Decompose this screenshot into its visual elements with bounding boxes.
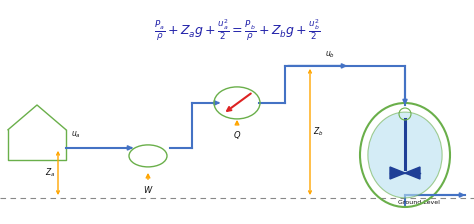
Text: $u_b$: $u_b$ — [325, 50, 335, 60]
Text: $u_a$: $u_a$ — [71, 129, 81, 140]
Polygon shape — [405, 167, 420, 179]
Text: Ground Level: Ground Level — [398, 200, 440, 205]
Text: $\frac{P_a}{\rho} + Z_a g + \frac{u_a^2}{2} = \frac{P_b}{\rho} + Z_b g + \frac{u: $\frac{P_a}{\rho} + Z_a g + \frac{u_a^2}… — [154, 18, 320, 43]
Ellipse shape — [368, 112, 442, 198]
Polygon shape — [390, 167, 405, 179]
Text: $Q$: $Q$ — [233, 129, 241, 141]
Text: $Z_a$: $Z_a$ — [45, 167, 55, 179]
Text: $Z_b$: $Z_b$ — [313, 126, 324, 138]
Text: $W$: $W$ — [143, 184, 153, 195]
